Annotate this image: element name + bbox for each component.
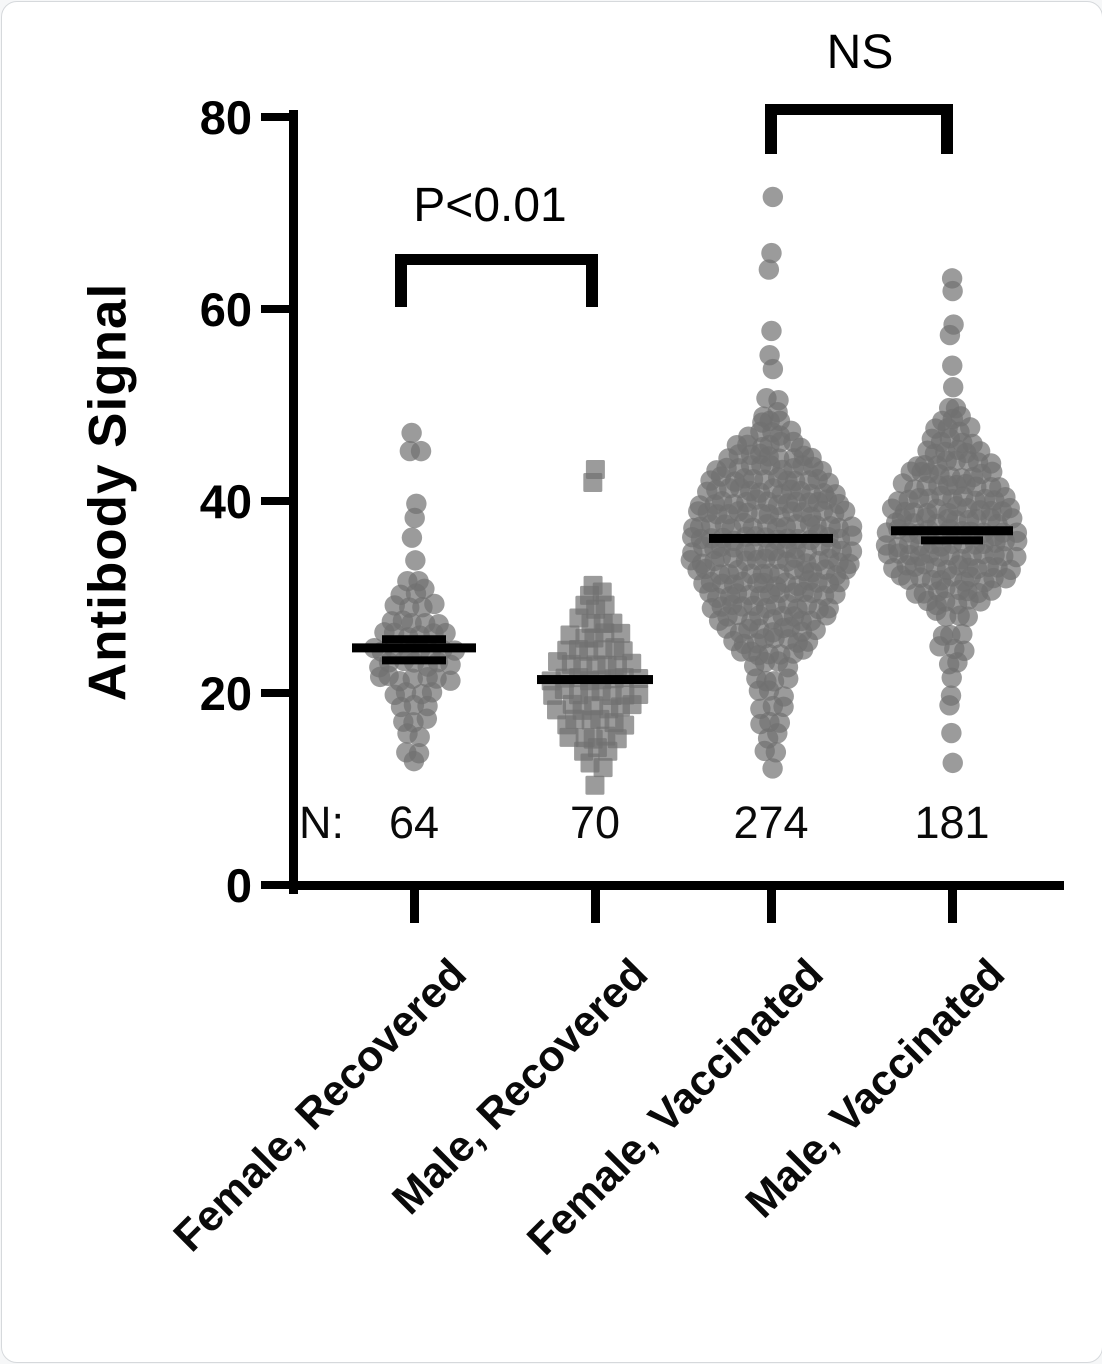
y-tick xyxy=(261,689,289,697)
x-tick xyxy=(410,890,419,923)
data-point-circle xyxy=(424,593,445,615)
x-axis-line xyxy=(289,881,1064,890)
data-point-square xyxy=(559,727,579,747)
data-point-circle xyxy=(942,752,963,774)
median-line-segment xyxy=(382,635,446,644)
data-point-square xyxy=(595,623,615,643)
data-point-circle xyxy=(841,525,863,546)
data-point-circle xyxy=(440,670,461,691)
median-line-segment xyxy=(382,656,446,665)
data-point-circle xyxy=(939,324,961,346)
significance-label-ns: NS xyxy=(826,26,894,79)
significance-bracket-bar xyxy=(395,254,598,265)
data-point-circle xyxy=(816,605,837,626)
data-point-circle xyxy=(834,500,856,522)
data-point-circle xyxy=(941,667,962,688)
significance-bracket-leg xyxy=(586,254,598,307)
n-count-value: 64 xyxy=(388,797,440,848)
data-point-square xyxy=(611,623,631,643)
n-count-value: 274 xyxy=(733,797,809,848)
y-tick-label: 0 xyxy=(225,859,252,912)
data-point-circle xyxy=(416,708,438,729)
data-point-circle xyxy=(947,652,968,673)
y-tick-label: 40 xyxy=(199,475,252,528)
data-point-circle xyxy=(952,623,973,645)
data-point-circle xyxy=(778,668,799,689)
data-point-circle xyxy=(957,606,978,627)
x-tick xyxy=(767,890,776,923)
data-point-square xyxy=(565,709,585,729)
x-tick xyxy=(948,890,957,923)
data-point-circle xyxy=(404,507,425,529)
median-line xyxy=(352,643,476,653)
data-point-square xyxy=(583,473,603,493)
y-tick xyxy=(261,113,289,121)
data-point-circle xyxy=(942,376,964,398)
significance-bracket-leg xyxy=(395,254,407,307)
y-tick-label: 80 xyxy=(199,91,252,144)
y-tick-label: 20 xyxy=(199,667,252,720)
data-point-square xyxy=(593,758,613,778)
y-tick xyxy=(261,881,289,889)
data-point-square xyxy=(585,775,605,795)
data-point-circle xyxy=(995,568,1017,589)
data-point-circle xyxy=(982,461,1003,483)
y-tick xyxy=(261,497,289,505)
data-point-square xyxy=(547,700,567,720)
significance-bracket-bar xyxy=(765,104,953,115)
data-point-circle xyxy=(942,280,963,302)
significance-bracket-leg xyxy=(765,104,777,154)
median-line xyxy=(709,533,833,543)
data-point-circle xyxy=(1006,530,1028,552)
data-point-circle xyxy=(762,186,784,208)
data-point-circle xyxy=(410,440,432,462)
data-point-circle xyxy=(767,723,788,744)
significance-bracket-leg xyxy=(941,104,953,154)
data-point-circle xyxy=(941,722,962,744)
n-count-prefix: N: xyxy=(299,797,344,848)
data-point-circle xyxy=(761,242,782,264)
data-point-circle xyxy=(414,578,435,600)
x-tick xyxy=(591,890,600,923)
significance-label-p-value: P<0.01 xyxy=(413,179,567,232)
data-point-circle xyxy=(970,591,991,612)
data-point-circle xyxy=(765,742,787,763)
data-point-circle xyxy=(762,358,784,380)
y-tick-label: 60 xyxy=(199,283,252,336)
data-point-circle xyxy=(409,726,430,748)
data-point-circle xyxy=(959,417,981,438)
data-point-circle xyxy=(758,259,780,280)
data-point-square xyxy=(560,625,580,645)
data-point-circle xyxy=(761,320,782,342)
data-point-circle xyxy=(403,750,425,772)
median-line-segment xyxy=(921,536,983,545)
y-axis-line xyxy=(289,110,298,894)
data-point-circle xyxy=(939,695,960,716)
data-point-circle xyxy=(401,527,423,548)
data-point-square xyxy=(598,741,618,761)
data-point-circle xyxy=(762,758,783,779)
n-count-value: 181 xyxy=(914,797,990,848)
median-line xyxy=(537,675,653,685)
data-point-circle xyxy=(792,639,814,660)
data-point-square xyxy=(622,695,642,715)
data-point-circle xyxy=(401,422,422,444)
data-point-circle xyxy=(942,355,963,376)
data-point-circle xyxy=(773,696,794,717)
n-count-value: 70 xyxy=(569,797,621,848)
data-point-circle xyxy=(405,550,426,571)
median-line xyxy=(891,526,1013,536)
data-point-square xyxy=(595,595,615,615)
y-tick xyxy=(261,305,289,313)
